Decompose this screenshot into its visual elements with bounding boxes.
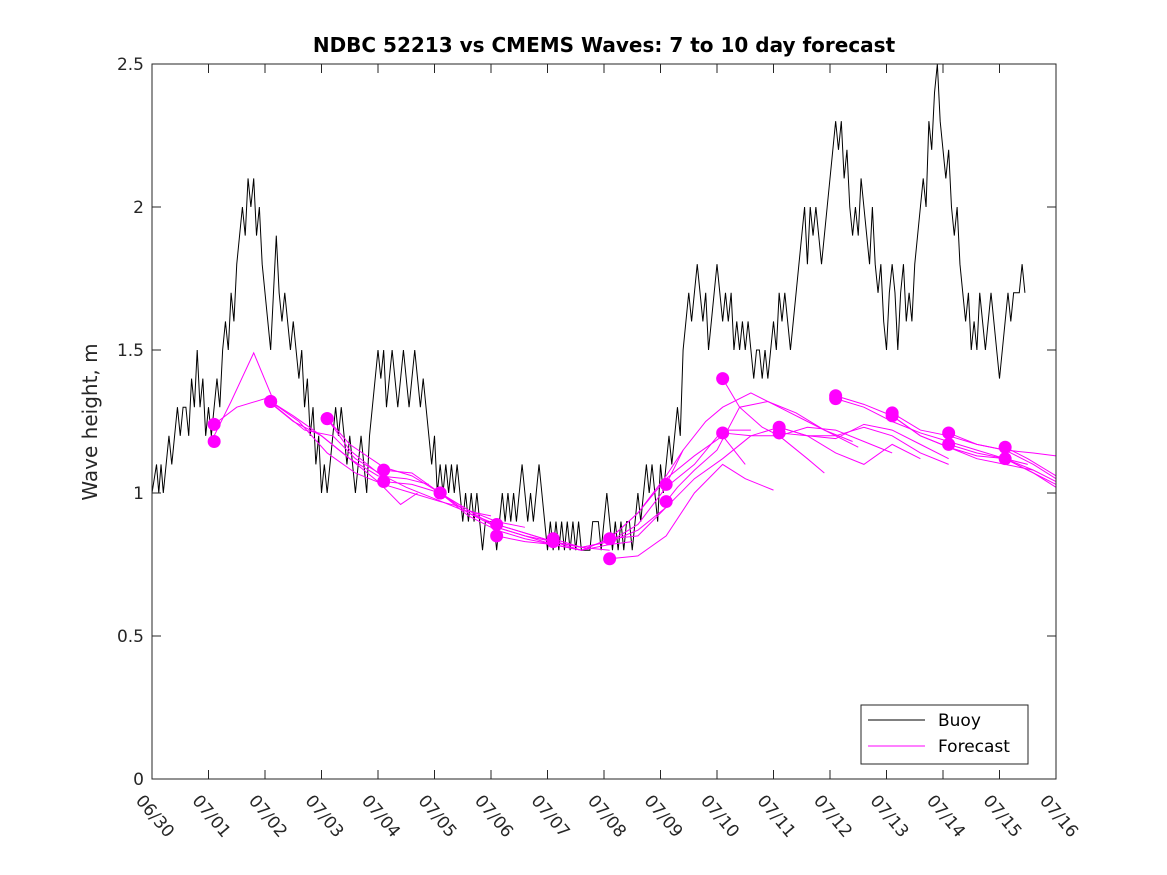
legend-box — [860, 704, 1029, 765]
forecast-start-marker-26 — [885, 409, 899, 423]
forecast-line-20 — [722, 426, 921, 465]
forecast-line-16 — [609, 463, 774, 560]
forecast-start-marker-18 — [659, 495, 673, 509]
forecast-start-marker-7 — [377, 463, 391, 477]
forecast-line-15 — [609, 435, 825, 540]
forecast-line-4 — [270, 401, 463, 508]
y-tick-label: 0 — [133, 770, 144, 790]
plot-area — [152, 64, 1056, 779]
forecast-line-30 — [1004, 458, 1057, 485]
forecast-start-marker-6 — [320, 412, 334, 426]
forecast-start-marker-30 — [998, 452, 1012, 466]
y-tick-label: 0.5 — [117, 627, 144, 647]
forecast-start-marker-1 — [207, 417, 221, 431]
forecast-line-6 — [326, 418, 525, 528]
legend-label-forecast: Forecast — [938, 737, 1010, 757]
forecast-start-marker-15 — [603, 532, 617, 546]
forecast-start-marker-27 — [942, 426, 956, 440]
forecast-line-26 — [891, 415, 1057, 483]
forecast-start-marker-2 — [207, 435, 221, 449]
legend-label-buoy: Buoy — [938, 711, 981, 731]
forecast-start-marker-29 — [998, 440, 1012, 454]
chart-title: NDBC 52213 vs CMEMS Waves: 7 to 10 day f… — [313, 33, 896, 57]
forecast-start-marker-17 — [659, 477, 673, 491]
y-tick-label: 1.5 — [117, 341, 144, 361]
forecast-line-10 — [439, 492, 633, 551]
forecast-line-22 — [779, 423, 949, 460]
forecast-start-marker-20 — [716, 426, 730, 440]
forecast-start-marker-14 — [546, 535, 560, 549]
y-tick-label: 2 — [133, 198, 144, 218]
buoy-series-line — [151, 63, 1026, 551]
y-tick-label: 2.5 — [117, 55, 144, 75]
legend: Buoy Forecast — [860, 704, 1029, 765]
forecast-line-3 — [270, 401, 429, 485]
y-tick-label: 1 — [133, 484, 144, 504]
forecast-start-marker-16 — [603, 552, 617, 566]
y-axis-label: Wave height, m — [78, 343, 102, 500]
forecast-start-marker-10 — [433, 486, 447, 500]
series-layer — [151, 63, 1057, 566]
forecast-start-marker-8 — [377, 475, 391, 489]
forecast-line-14 — [553, 435, 746, 551]
forecast-line-29 — [1004, 446, 1057, 477]
forecast-start-marker-11 — [490, 517, 504, 531]
forecast-start-marker-28 — [942, 437, 956, 451]
forecast-start-marker-22 — [772, 426, 786, 440]
forecast-line-5 — [326, 418, 492, 517]
forecast-start-marker-24 — [829, 392, 843, 406]
forecast-start-marker-19 — [716, 372, 730, 386]
forecast-start-marker-12 — [490, 529, 504, 543]
forecast-start-marker-4 — [264, 394, 278, 408]
